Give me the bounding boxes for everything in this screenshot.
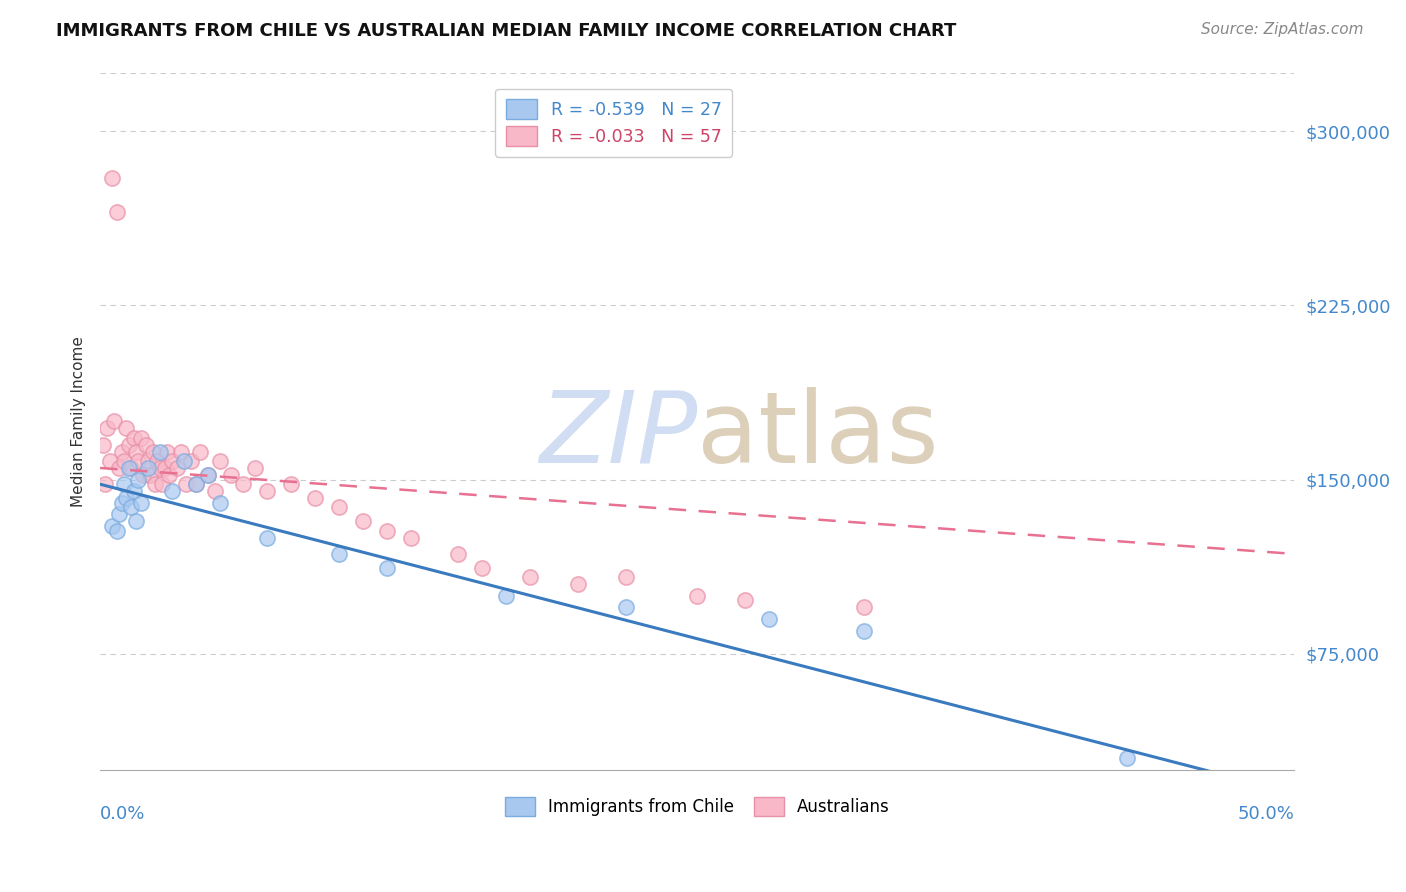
- Point: [471, 561, 494, 575]
- Point: [127, 454, 149, 468]
- Point: [853, 624, 876, 638]
- Point: [328, 500, 350, 515]
- Point: [111, 444, 134, 458]
- Point: [853, 600, 876, 615]
- Point: [166, 461, 188, 475]
- Point: [256, 484, 278, 499]
- Point: [170, 444, 193, 458]
- Text: atlas: atlas: [697, 387, 939, 484]
- Point: [157, 467, 180, 482]
- Point: [105, 205, 128, 219]
- Point: [127, 473, 149, 487]
- Point: [132, 467, 155, 482]
- Point: [101, 519, 124, 533]
- Point: [142, 444, 165, 458]
- Point: [108, 508, 131, 522]
- Point: [118, 438, 141, 452]
- Point: [204, 484, 226, 499]
- Point: [120, 461, 142, 475]
- Point: [208, 454, 231, 468]
- Point: [375, 524, 398, 538]
- Point: [122, 484, 145, 499]
- Point: [614, 600, 637, 615]
- Y-axis label: Median Family Income: Median Family Income: [72, 336, 86, 507]
- Point: [134, 438, 156, 452]
- Point: [125, 444, 148, 458]
- Point: [129, 431, 152, 445]
- Point: [734, 593, 756, 607]
- Point: [105, 524, 128, 538]
- Point: [94, 477, 117, 491]
- Point: [150, 477, 173, 491]
- Text: ZIP: ZIP: [538, 387, 697, 484]
- Point: [101, 170, 124, 185]
- Point: [96, 421, 118, 435]
- Point: [197, 467, 219, 482]
- Point: [328, 547, 350, 561]
- Point: [184, 477, 207, 491]
- Point: [129, 496, 152, 510]
- Point: [136, 461, 159, 475]
- Point: [190, 444, 212, 458]
- Point: [758, 612, 780, 626]
- Point: [111, 496, 134, 510]
- Text: Source: ZipAtlas.com: Source: ZipAtlas.com: [1201, 22, 1364, 37]
- Point: [146, 454, 169, 468]
- Point: [160, 484, 183, 499]
- Point: [232, 477, 254, 491]
- Point: [495, 589, 517, 603]
- Point: [197, 467, 219, 482]
- Point: [112, 454, 135, 468]
- Point: [352, 515, 374, 529]
- Point: [375, 561, 398, 575]
- Point: [180, 454, 202, 468]
- Point: [136, 454, 159, 468]
- Point: [108, 461, 131, 475]
- Point: [1116, 751, 1139, 765]
- Point: [120, 500, 142, 515]
- Point: [122, 431, 145, 445]
- Point: [519, 570, 541, 584]
- Point: [304, 491, 326, 505]
- Point: [98, 454, 121, 468]
- Text: IMMIGRANTS FROM CHILE VS AUSTRALIAN MEDIAN FAMILY INCOME CORRELATION CHART: IMMIGRANTS FROM CHILE VS AUSTRALIAN MEDI…: [56, 22, 956, 40]
- Point: [112, 477, 135, 491]
- Point: [184, 477, 207, 491]
- Point: [149, 461, 172, 475]
- Point: [139, 467, 162, 482]
- Point: [614, 570, 637, 584]
- Text: 0.0%: 0.0%: [100, 805, 145, 822]
- Point: [173, 454, 195, 468]
- Point: [153, 461, 176, 475]
- Point: [280, 477, 302, 491]
- Point: [208, 496, 231, 510]
- Point: [115, 491, 138, 505]
- Point: [245, 461, 267, 475]
- Point: [118, 461, 141, 475]
- Point: [91, 438, 114, 452]
- Point: [567, 577, 589, 591]
- Point: [256, 531, 278, 545]
- Point: [156, 444, 179, 458]
- Point: [399, 531, 422, 545]
- Point: [115, 421, 138, 435]
- Point: [447, 547, 470, 561]
- Legend: Immigrants from Chile, Australians: Immigrants from Chile, Australians: [496, 789, 898, 824]
- Text: 50.0%: 50.0%: [1237, 805, 1295, 822]
- Point: [125, 515, 148, 529]
- Point: [174, 477, 197, 491]
- Point: [103, 415, 125, 429]
- Point: [221, 467, 243, 482]
- Point: [160, 454, 183, 468]
- Point: [149, 444, 172, 458]
- Point: [686, 589, 709, 603]
- Point: [143, 477, 166, 491]
